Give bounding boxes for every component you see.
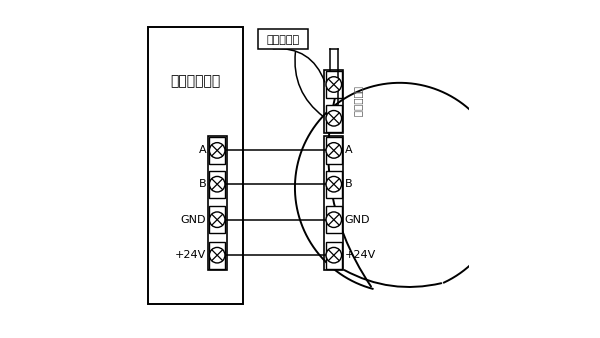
Text: B: B xyxy=(199,179,206,189)
Bar xyxy=(326,137,342,164)
Text: +24V: +24V xyxy=(344,250,376,260)
Circle shape xyxy=(326,143,341,158)
Text: +24V: +24V xyxy=(175,250,206,260)
Circle shape xyxy=(209,247,225,263)
Bar xyxy=(209,171,226,198)
Circle shape xyxy=(326,212,341,227)
Text: B: B xyxy=(344,179,352,189)
Text: GND: GND xyxy=(344,215,370,225)
Circle shape xyxy=(326,176,341,192)
Text: A: A xyxy=(344,145,352,155)
Bar xyxy=(325,70,343,133)
Bar xyxy=(326,105,342,132)
Circle shape xyxy=(209,212,225,227)
Bar xyxy=(326,242,342,269)
Text: 开关量输出: 开关量输出 xyxy=(353,86,363,117)
Circle shape xyxy=(326,77,341,92)
Bar xyxy=(326,171,342,198)
Bar xyxy=(209,206,226,233)
Circle shape xyxy=(209,176,225,192)
Text: GND: GND xyxy=(181,215,206,225)
Bar xyxy=(148,27,242,304)
Circle shape xyxy=(326,111,341,126)
Bar xyxy=(326,71,342,98)
Text: 开关量输出: 开关量输出 xyxy=(266,35,299,45)
Bar xyxy=(326,206,342,233)
Bar xyxy=(208,136,227,270)
Bar xyxy=(258,29,308,49)
Bar xyxy=(325,136,343,270)
Bar xyxy=(209,242,226,269)
Circle shape xyxy=(209,143,225,158)
Circle shape xyxy=(326,247,341,263)
Bar xyxy=(209,137,226,164)
Text: 控制器接线端: 控制器接线端 xyxy=(170,74,220,88)
Text: A: A xyxy=(199,145,206,155)
